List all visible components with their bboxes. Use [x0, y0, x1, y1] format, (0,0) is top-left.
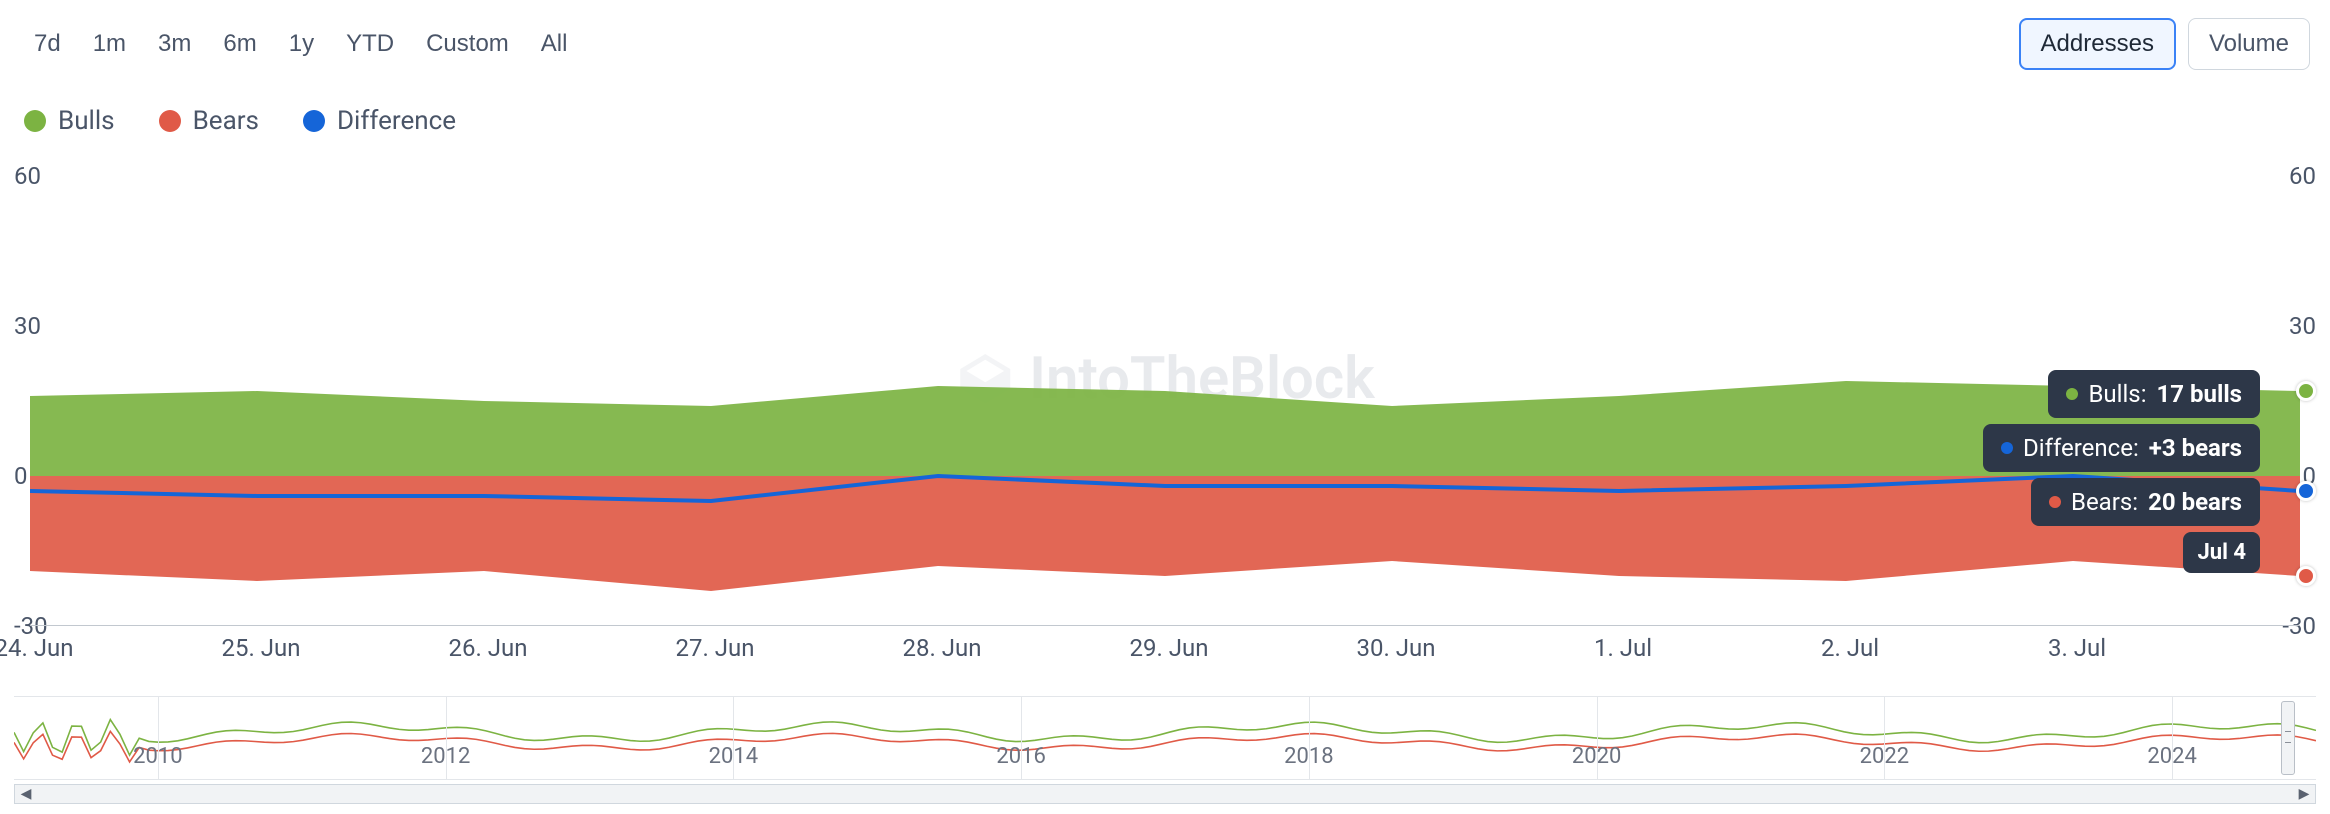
y-tick: -30: [2282, 612, 2316, 640]
end-marker-difference: [2296, 481, 2316, 501]
end-marker-bears: [2296, 566, 2316, 586]
tooltip-label: Difference:: [2023, 434, 2139, 462]
x-tick: 29. Jun: [1130, 634, 1209, 662]
range-all[interactable]: All: [527, 18, 582, 70]
scrollbar[interactable]: ◀ ▶: [14, 784, 2316, 804]
nav-tick: 2010: [133, 744, 182, 769]
range-custom[interactable]: Custom: [412, 18, 523, 70]
tooltip-date: Jul 4: [2183, 532, 2260, 573]
nav-tick: 2024: [2147, 744, 2196, 769]
end-marker-bulls: [2296, 381, 2316, 401]
tooltip-dot: [2066, 388, 2078, 400]
legend-swatch: [24, 110, 46, 132]
legend-swatch: [303, 110, 325, 132]
tooltip-value: +3 bears: [2149, 434, 2242, 462]
toggle-button-group: AddressesVolume: [2019, 18, 2310, 70]
scroll-right-button[interactable]: ▶: [2293, 785, 2315, 803]
tooltip-value: 20 bears: [2148, 488, 2242, 516]
legend-label: Difference: [337, 106, 456, 136]
range-ytd[interactable]: YTD: [332, 18, 408, 70]
navigator-plot: [14, 697, 2316, 779]
x-tick: 3. Jul: [2048, 634, 2106, 662]
tooltip-row-bears: Bears: 20 bears: [2031, 478, 2260, 526]
legend-label: Bulls: [58, 106, 115, 136]
x-tick: 30. Jun: [1357, 634, 1436, 662]
x-tick: 24. Jun: [0, 634, 73, 662]
navigator-handle[interactable]: [2281, 701, 2295, 775]
tooltip-row-bulls: Bulls: 17 bulls: [2048, 370, 2260, 418]
tooltip-label: Bulls:: [2088, 380, 2146, 408]
legend-item-bears[interactable]: Bears: [159, 106, 259, 136]
toolbar: 7d1m3m6m1yYTDCustomAll AddressesVolume: [0, 0, 2330, 70]
x-tick: 25. Jun: [222, 634, 301, 662]
x-tick: 2. Jul: [1821, 634, 1879, 662]
range-1m[interactable]: 1m: [79, 18, 140, 70]
legend-item-difference[interactable]: Difference: [303, 106, 456, 136]
y-tick: 30: [2289, 312, 2316, 340]
y-tick: 60: [14, 162, 41, 190]
legend-item-bulls[interactable]: Bulls: [24, 106, 115, 136]
tooltip: Bulls: 17 bulls Difference: +3 bears Bears…: [1983, 370, 2260, 573]
nav-tick: 2022: [1860, 744, 1909, 769]
toggle-volume[interactable]: Volume: [2188, 18, 2310, 70]
legend-label: Bears: [193, 106, 259, 136]
legend-swatch: [159, 110, 181, 132]
range-button-group: 7d1m3m6m1yYTDCustomAll: [20, 18, 581, 70]
range-3m[interactable]: 3m: [144, 18, 205, 70]
y-tick: 0: [14, 462, 28, 490]
nav-tick: 2014: [709, 744, 758, 769]
x-tick: 27. Jun: [676, 634, 755, 662]
nav-tick: 2020: [1572, 744, 1621, 769]
scroll-track[interactable]: [37, 785, 2293, 803]
tooltip-value: 17 bulls: [2157, 380, 2242, 408]
range-1y[interactable]: 1y: [275, 18, 328, 70]
toggle-addresses[interactable]: Addresses: [2019, 18, 2176, 70]
x-tick: 1. Jul: [1594, 634, 1652, 662]
range-6m[interactable]: 6m: [209, 18, 270, 70]
main-chart[interactable]: IntoTheBlock -30-30003030606024. Jun25. …: [30, 176, 2300, 626]
nav-tick: 2016: [996, 744, 1045, 769]
nav-tick: 2018: [1284, 744, 1333, 769]
tooltip-dot: [2001, 442, 2013, 454]
tooltip-label: Bears:: [2071, 488, 2138, 516]
tooltip-row-difference: Difference: +3 bears: [1983, 424, 2260, 472]
chart-plot: [30, 176, 2300, 626]
x-tick: 28. Jun: [903, 634, 982, 662]
range-7d[interactable]: 7d: [20, 18, 75, 70]
navigator[interactable]: 2010 2012 2014 2016 2018 2020 2022 2024: [14, 696, 2316, 780]
nav-tick: 2012: [421, 744, 470, 769]
y-tick: 60: [2289, 162, 2316, 190]
scroll-left-button[interactable]: ◀: [15, 785, 37, 803]
y-tick: 30: [14, 312, 41, 340]
tooltip-dot: [2049, 496, 2061, 508]
legend: Bulls Bears Difference: [0, 70, 2330, 136]
x-tick: 26. Jun: [449, 634, 528, 662]
